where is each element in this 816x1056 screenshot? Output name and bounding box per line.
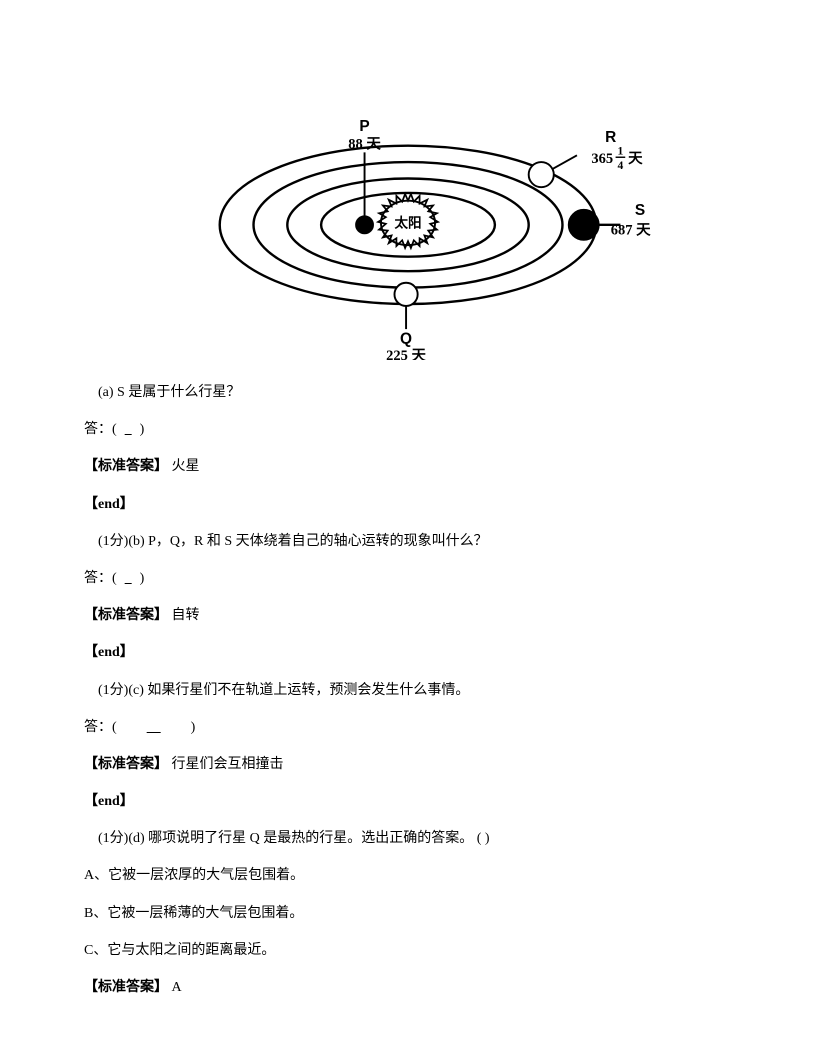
answer-c-blank: 答：( ): [70, 715, 746, 740]
end-marker-a: 【end】: [70, 492, 746, 517]
planet-r: [529, 162, 554, 187]
planet-q-days: 225 天: [386, 347, 426, 360]
sun-label: 太阳: [395, 215, 422, 231]
option-c: C、它与太阳之间的距离最近。: [70, 938, 746, 963]
svg-text:1: 1: [618, 144, 624, 157]
planet-s-label: S: [635, 202, 645, 219]
planet-p-days: 88 天: [348, 136, 381, 153]
solar-system-diagram: 太阳 P 88 天 Q 225 天 R 365 1 4 天 S 687 天: [70, 80, 746, 360]
end-marker-c: 【end】: [70, 789, 746, 814]
standard-answer-c: 【标准答案】 行星们会互相撞击: [70, 752, 746, 777]
option-a: A、它被一层浓厚的大气层包围着。: [70, 863, 746, 888]
standard-answer-b: 【标准答案】 自转: [70, 603, 746, 628]
sun-icon: 太阳: [378, 194, 438, 248]
planet-p: [356, 216, 373, 233]
planet-q-label: Q: [400, 331, 412, 348]
question-b: (1分)(b) P，Q，R 和 S 天体绕着自己的轴心运转的现象叫什么？: [70, 529, 746, 554]
standard-answer-d: 【标准答案】 A: [70, 975, 746, 1000]
planet-s: [568, 209, 599, 240]
answer-b-blank: 答：( ): [70, 566, 746, 591]
svg-text:天: 天: [628, 150, 643, 167]
planet-q: [394, 283, 417, 306]
question-c: (1分)(c) 如果行星们不在轨道上运转，预测会发生什么事情。: [70, 678, 746, 703]
question-d: (1分)(d) 哪项说明了行星 Q 是最热的行星。选出正确的答案。 ( ): [70, 826, 746, 851]
svg-text:365: 365: [591, 151, 613, 167]
planet-r-days: 365 1 4 天: [591, 144, 643, 171]
planet-r-label: R: [605, 129, 616, 146]
question-a: (a) S 是属于什么行星？: [70, 380, 746, 405]
diagram-svg: 太阳 P 88 天 Q 225 天 R 365 1 4 天 S 687 天: [158, 80, 658, 360]
option-b: B、它被一层稀薄的大气层包围着。: [70, 901, 746, 926]
planet-p-label: P: [359, 118, 369, 135]
svg-text:4: 4: [618, 159, 624, 172]
planet-s-days: 687 天: [611, 221, 651, 238]
end-marker-b: 【end】: [70, 640, 746, 665]
answer-a-blank: 答：( ): [70, 417, 746, 442]
standard-answer-a: 【标准答案】 火星: [70, 454, 746, 479]
